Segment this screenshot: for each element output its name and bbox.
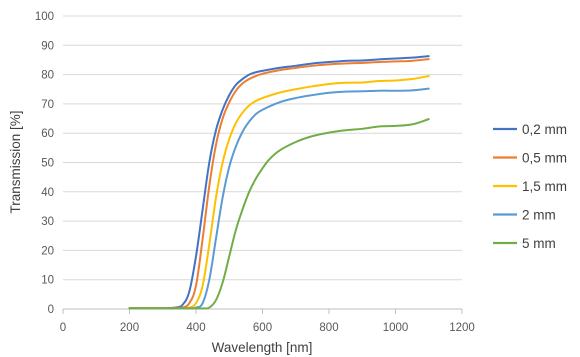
y-tick-label: 40 xyxy=(41,187,54,199)
x-axis-ticks: 0 200 400 600 800 1000 1200 xyxy=(60,322,475,334)
x-tick-label: 1200 xyxy=(449,322,475,334)
legend: 0,2 mm 0,5 mm 1,5 mm 2 mm 5 mm xyxy=(493,122,567,251)
y-axis-title: Transmission [%] xyxy=(8,110,23,213)
series-line-4 xyxy=(128,118,430,310)
y-tick-label: 60 xyxy=(41,128,54,140)
x-tick-label: 400 xyxy=(186,322,205,334)
legend-label-3: 2 mm xyxy=(522,208,556,223)
legend-label-2: 1,5 mm xyxy=(522,179,567,194)
x-tick-label: 200 xyxy=(120,322,139,334)
x-tick-label: 1000 xyxy=(383,322,409,334)
legend-label-1: 0,5 mm xyxy=(522,151,567,166)
gridlines xyxy=(63,15,462,281)
y-tick-label: 30 xyxy=(41,216,54,228)
y-tick-label: 50 xyxy=(41,158,54,170)
y-tick-label: 0 xyxy=(48,304,54,316)
y-tick-label: 80 xyxy=(41,70,54,82)
x-axis-title: Wavelength [nm] xyxy=(212,340,313,355)
legend-label-4: 5 mm xyxy=(522,236,556,251)
x-tick-label: 0 xyxy=(60,322,66,334)
y-tick-label: 90 xyxy=(41,40,54,52)
series-line-0 xyxy=(128,55,430,310)
y-axis-ticks: 0 10 20 30 40 50 60 70 80 90 100 xyxy=(35,11,54,316)
axes xyxy=(62,308,463,314)
series-line-2 xyxy=(128,75,430,310)
y-tick-label: 70 xyxy=(41,99,54,111)
legend-label-0: 0,2 mm xyxy=(522,122,567,137)
x-tick-label: 800 xyxy=(319,322,338,334)
series-line-1 xyxy=(128,58,430,310)
y-tick-label: 20 xyxy=(41,245,54,257)
y-tick-label: 100 xyxy=(35,11,54,23)
series-lines xyxy=(128,55,430,310)
x-tick-label: 600 xyxy=(253,322,272,334)
series-line-3 xyxy=(128,87,430,310)
y-tick-label: 10 xyxy=(41,275,54,287)
